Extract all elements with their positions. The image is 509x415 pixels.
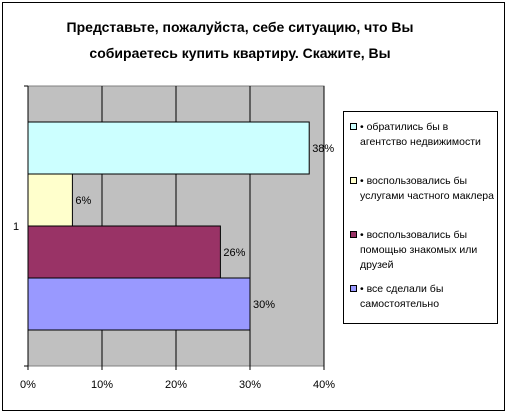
legend-swatch-broker [350,177,357,184]
data-label-2: 6% [75,195,91,207]
x-tick-label: 20% [165,379,187,391]
x-tick-label: 30% [239,379,261,391]
legend-item-agency: • обратились бы в агентство недвижимости [350,120,496,150]
bar-1 [27,121,310,175]
data-label-4: 30% [253,299,275,311]
legend-swatch-agency [350,123,357,130]
legend-swatch-self [350,285,357,292]
legend-label-self: • все сделали бы самостоятельно [360,283,444,310]
legend-item-broker: • воспользовались бы услугами частного м… [350,174,496,204]
legend-swatch-friends [350,231,357,238]
y-category-label: 1 [13,221,19,233]
legend: • обратились бы в агентство недвижимости… [343,111,498,324]
legend-item-self: • все сделали бы самостоятельно [350,282,496,312]
legend-label-agency: • обратились бы в агентство недвижимости [360,121,481,148]
bar-4 [27,277,251,331]
chart-title: Представьте, пожалуйста, себе ситуацию, … [40,14,440,66]
chart-title-line-2: собираетесь купить квартиру. Скажите, Вы [89,45,391,61]
chart-title-line-1: Представьте, пожалуйста, себе ситуацию, … [66,19,414,35]
x-tick-label: 0% [20,379,36,391]
legend-item-friends: • воспользовались бы помощью знакомых ил… [350,228,496,273]
bar-3 [27,225,221,279]
data-label-3: 26% [223,247,245,259]
bar-2 [27,173,73,227]
x-tick-label: 40% [313,379,335,391]
legend-label-friends: • воспользовались бы помощью знакомых ил… [360,229,478,271]
legend-label-broker: • воспользовались бы услугами частного м… [360,175,494,202]
data-label-1: 38% [312,143,334,155]
x-tick-label: 10% [91,379,113,391]
